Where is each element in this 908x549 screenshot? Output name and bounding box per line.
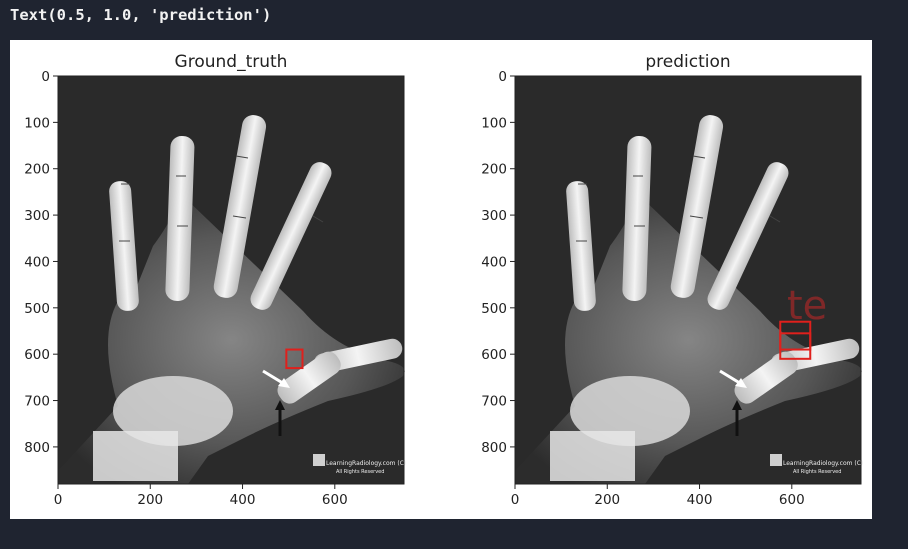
x-tick-label: 0 [54,492,63,508]
y-tick-label: 300 [481,208,507,224]
y-tick-label: 0 [498,69,507,85]
x-tick-label: 400 [687,492,713,508]
y-tick-label: 600 [481,347,507,363]
watermark-line2: All Rights Reserved [793,469,841,475]
y-tick-label: 400 [24,254,50,270]
figure-canvas: Ground_truth LearningRadiology.com (C) A… [24,52,863,508]
x-tick-label: 0 [511,492,520,508]
y-tick-label: 500 [481,301,507,317]
x-tick-label: 200 [137,492,163,508]
y-tick-label: 200 [24,162,50,178]
subplot-title: prediction [645,52,730,72]
y-tick-label: 600 [24,347,50,363]
subplot-ground-truth: Ground_truth LearningRadiology.com (C) A… [24,52,406,508]
watermark-line2: All Rights Reserved [336,469,384,475]
x-tick-label: 600 [322,492,348,508]
x-tick-label: 200 [594,492,620,508]
ground-truth-box-layer [285,348,304,370]
y-tick-label: 400 [481,254,507,270]
prediction-box-layer [779,320,812,360]
y-tick-label: 700 [24,394,50,410]
y-tick-label: 300 [24,208,50,224]
y-tick-label: 100 [481,115,507,131]
x-tick-label: 400 [230,492,256,508]
subplot-prediction: prediction te LearningRadiology.com (C) … [481,52,863,508]
xray-image [56,74,407,486]
y-tick-label: 0 [41,69,50,85]
watermark-line1: LearningRadiology.com (C) [326,460,406,467]
matplotlib-figure: Ground_truth LearningRadiology.com (C) A… [10,40,872,519]
y-tick-label: 700 [481,394,507,410]
axes-frame [57,75,405,485]
bounding-box [779,332,812,360]
subplot-title: Ground_truth [175,52,288,72]
x-tick-label: 600 [779,492,805,508]
y-tick-label: 800 [481,440,507,456]
y-tick-label: 500 [24,301,50,317]
watermark-line1: LearningRadiology.com (C) [783,460,863,467]
y-tick-label: 200 [481,162,507,178]
y-tick-label: 800 [24,440,50,456]
cell-output-text: Text(0.5, 1.0, 'prediction') [10,6,272,24]
xray-image [513,74,864,486]
y-tick-label: 100 [24,115,50,131]
axes-frame [514,75,862,485]
bounding-box [285,348,304,370]
